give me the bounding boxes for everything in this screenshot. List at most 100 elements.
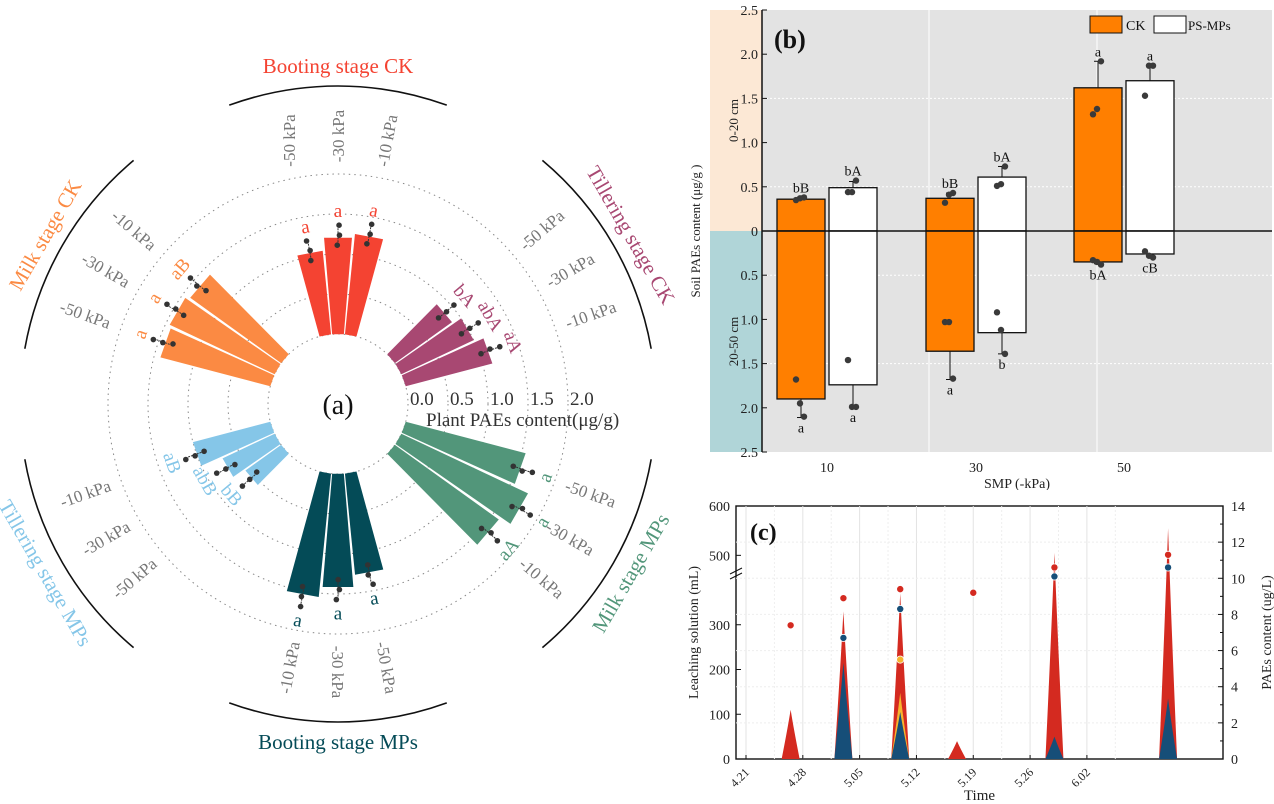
y-tick-label: 1.5 (741, 358, 759, 373)
data-point (299, 594, 305, 600)
significance-label: a (130, 326, 153, 341)
y-tick-label: 2.0 (741, 402, 759, 417)
y-left-tick-label: 0 (723, 753, 730, 768)
x-tick-label: 5.26 (1011, 765, 1036, 790)
bar-bottom (777, 231, 825, 399)
radial-tick-label: 0.0 (410, 389, 434, 410)
data-point (849, 189, 855, 195)
data-point (475, 320, 481, 326)
panel-label: (b) (774, 25, 806, 54)
y-left-tick-label: 500 (709, 549, 730, 564)
radial-axis-label: Plant PAEs content(μg/g) (426, 410, 619, 431)
data-point (1094, 106, 1100, 112)
y-left-tick-label: 100 (709, 708, 730, 723)
data-point (459, 331, 465, 337)
data-point (530, 470, 536, 476)
data-point (336, 222, 342, 228)
data-point (308, 258, 314, 264)
plot-frame (736, 506, 1223, 759)
y-tick-label: 2.0 (741, 48, 759, 63)
significance-label: aA (499, 328, 526, 356)
x-axis-label: SMP (-kPa) (984, 477, 1050, 490)
pressure-label: -10 kPa (58, 476, 114, 512)
data-point (801, 413, 807, 419)
data-point (334, 597, 340, 603)
significance-label: bB (942, 177, 958, 192)
x-tick-label: 5.12 (898, 765, 923, 790)
data-point (170, 341, 176, 347)
data-point (367, 231, 373, 237)
x-tick-label: 6.02 (1068, 765, 1093, 790)
data-point (1142, 93, 1148, 99)
data-point (151, 337, 157, 343)
data-point (370, 581, 376, 587)
y-right-tick-label: 8 (1231, 608, 1238, 623)
data-point (998, 181, 1004, 187)
bar-bottom (1126, 231, 1174, 254)
data-point (853, 404, 859, 410)
significance-label: a (144, 289, 167, 307)
data-point (942, 200, 948, 206)
significance-label: abB (188, 463, 221, 500)
x-tick-label: 50 (1117, 461, 1131, 476)
data-point (510, 463, 516, 469)
y-right-tick-label: 6 (1231, 645, 1238, 660)
data-point (1090, 111, 1096, 117)
panel-label: (a) (322, 390, 353, 421)
data-point (509, 504, 515, 510)
significance-label: bA (993, 150, 1011, 165)
pressure-label: -10 kPa (373, 113, 401, 168)
data-point (1002, 351, 1008, 357)
pressure-label: -10 kPa (563, 297, 619, 333)
paes-point (1164, 551, 1171, 558)
group-title: Tillering stage MPs (0, 496, 97, 651)
data-point (365, 572, 371, 578)
depth-label-top: 0-20 cm (726, 99, 741, 142)
paes-point (897, 586, 904, 593)
data-point (203, 288, 209, 294)
data-point (950, 375, 956, 381)
pressure-label: -30 kPa (542, 517, 597, 560)
significance-label: a (334, 604, 343, 625)
x-tick-label: 30 (969, 461, 983, 476)
radial-tick-label: 2.0 (570, 389, 594, 410)
legend-label-psmps: PS-MPs (1188, 18, 1231, 33)
data-point (364, 241, 370, 247)
data-point (240, 483, 246, 489)
pressure-label: -50 kPa (563, 476, 619, 512)
panel-label: (c) (750, 520, 777, 546)
x-axis-label: Time (964, 788, 995, 804)
bar-bottom (978, 231, 1026, 333)
pressure-label: -50 kPa (57, 297, 113, 333)
data-point (307, 248, 313, 254)
y-axis-label: Soil PAEs content (μg/g ) (688, 165, 703, 298)
significance-label: b (999, 358, 1006, 373)
significance-label: a (535, 470, 558, 485)
data-point (164, 301, 170, 307)
pressure-label: -50 kPa (108, 554, 161, 603)
data-point (797, 400, 803, 406)
y-tick-label: 0.5 (741, 181, 759, 196)
significance-label: a (299, 216, 312, 238)
significance-label: bA (844, 165, 862, 180)
data-point (183, 457, 189, 463)
data-point (497, 344, 503, 350)
group-title: Booting stage MPs (258, 730, 418, 754)
significance-label: a (947, 384, 954, 399)
data-point (337, 232, 343, 238)
data-point (201, 448, 207, 454)
data-point (479, 526, 485, 532)
significance-label: a (368, 588, 381, 610)
bar-bottom (926, 231, 974, 351)
y-tick-label: 0 (751, 225, 758, 240)
data-point (223, 466, 229, 472)
y-right-tick-label: 2 (1231, 717, 1238, 732)
pressure-label: -10 kPa (276, 640, 304, 695)
data-point (181, 313, 187, 319)
paes-point (897, 605, 904, 612)
paes-point (1051, 573, 1058, 580)
paes-point (787, 622, 794, 629)
significance-label: a (1095, 45, 1102, 60)
data-point (520, 506, 526, 512)
significance-label: a (798, 422, 805, 437)
